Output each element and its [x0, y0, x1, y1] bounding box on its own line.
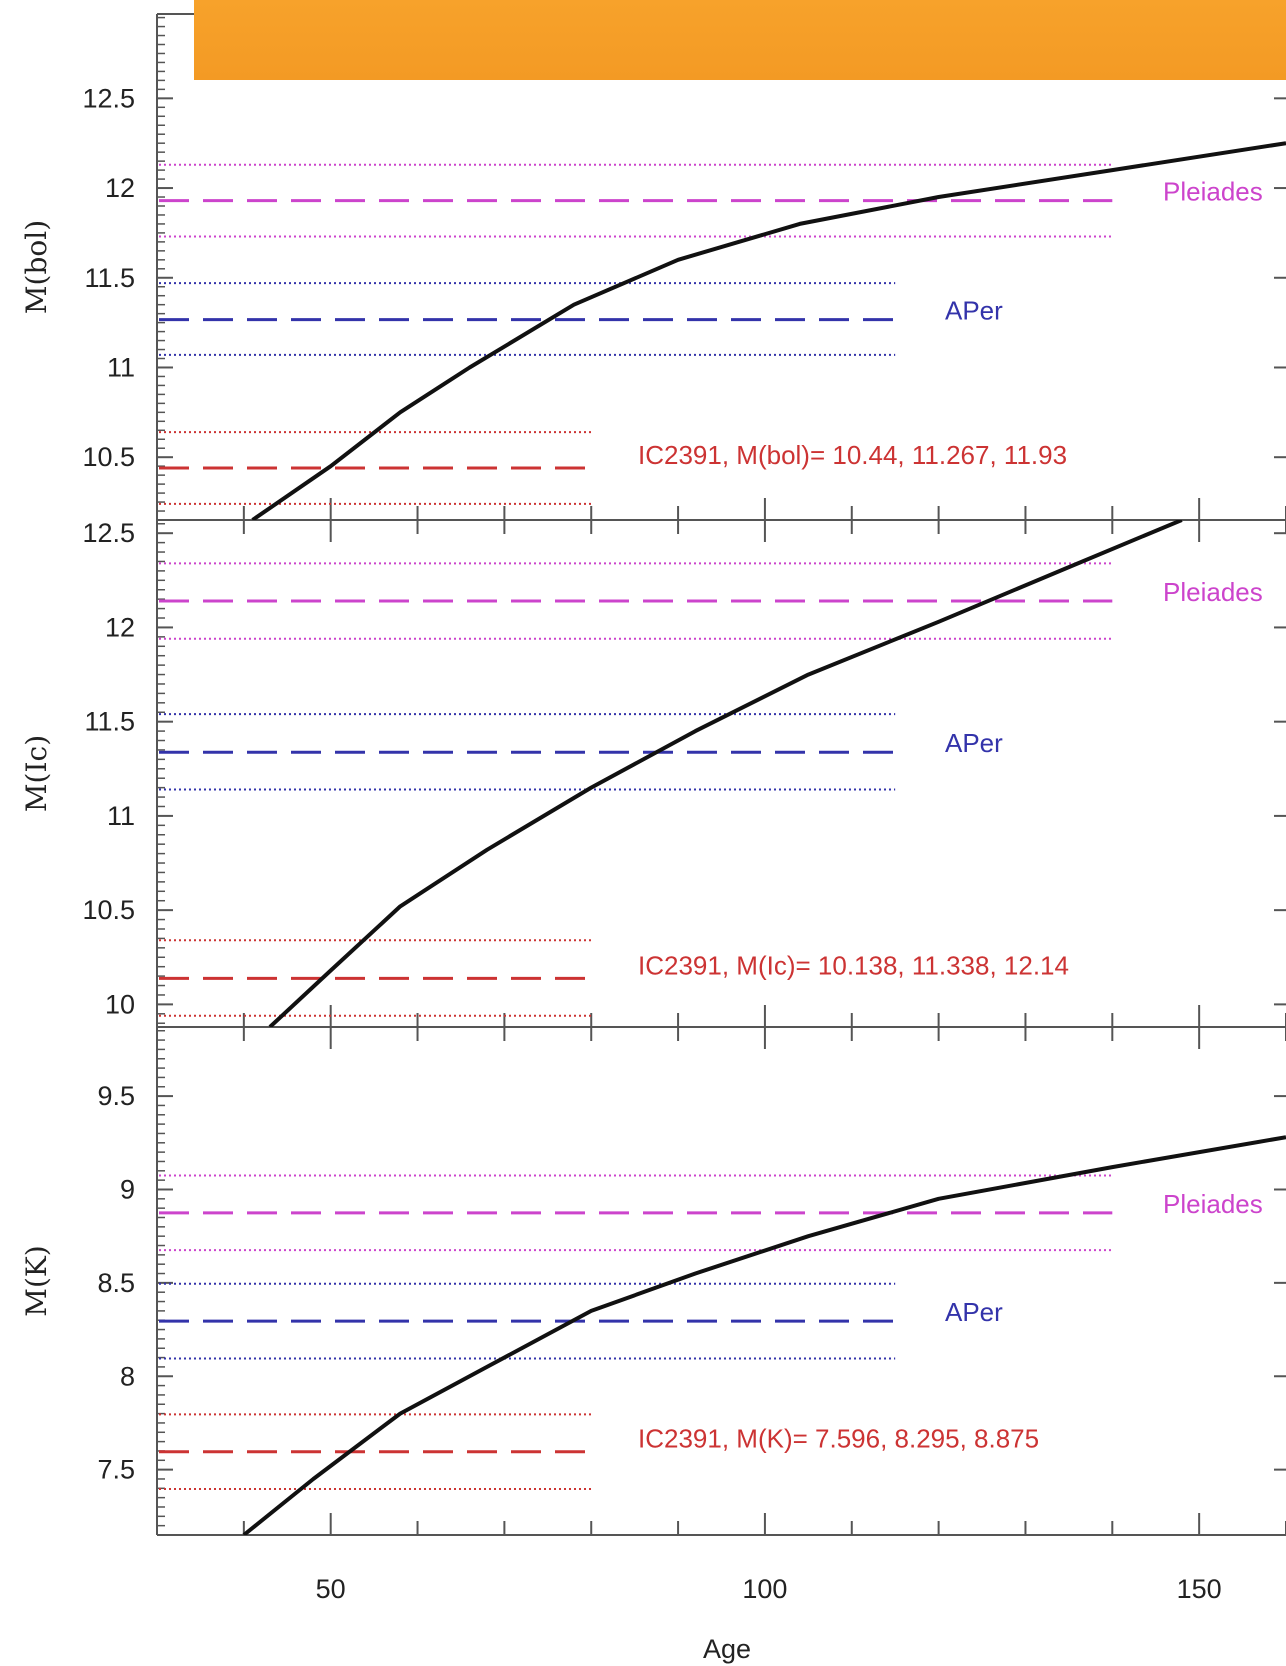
- plot-area: [159, 1135, 1286, 1535]
- y-axis-label: M(bol): [20, 220, 53, 314]
- plot-area: [159, 141, 1286, 520]
- header-banner: [194, 0, 1286, 80]
- x-tick-label: 50: [316, 1574, 346, 1604]
- model-curve: [268, 520, 1183, 1027]
- y-tick-label: 9: [120, 1174, 135, 1204]
- y-tick-label: 12.5: [82, 518, 135, 548]
- y-tick-label: 11: [107, 352, 135, 382]
- y-axis-label: M(K): [20, 1245, 53, 1316]
- annotation-aper: APer: [945, 296, 1003, 326]
- y-tick-label: 12: [105, 612, 135, 642]
- y-axis-label: M(Ic): [20, 735, 53, 812]
- annotation-ic2391: IC2391, M(K)= 7.596, 8.295, 8.875: [638, 1424, 1039, 1454]
- y-tick-label: 11.5: [84, 263, 135, 293]
- annotation-ic2391: IC2391, M(Ic)= 10.138, 11.338, 12.14: [638, 950, 1069, 980]
- panel-3: 7.5 8 8.5 9 9.5 M(K) Pleiades APer IC2391, M(K)=…: [20, 1027, 1286, 1536]
- annotation-aper: APer: [945, 1297, 1003, 1327]
- panel-2: 10 10.5 11 11.5 12 12.5 M(Ic) Pleiades APer IC239…: [20, 518, 1286, 1028]
- y-tick-label: 10.5: [82, 442, 135, 472]
- model-curve: [251, 141, 1286, 520]
- y-tick-label: 10: [105, 989, 135, 1019]
- y-tick-label: 11: [107, 801, 135, 831]
- annotation-ic2391: IC2391, M(bol)= 10.44, 11.267, 11.93: [638, 440, 1067, 470]
- y-tick-label: 10.5: [82, 895, 135, 925]
- x-axis-label: Age: [703, 1634, 751, 1664]
- panel-1: 10.5 11 11.5 12 12.5 M(bol) Pleiades APer IC2391…: [20, 13, 1286, 521]
- y-tick-label: 8: [120, 1361, 135, 1391]
- annotation-pleiades: Pleiades: [1163, 577, 1263, 607]
- annotation-pleiades: Pleiades: [1163, 1189, 1263, 1219]
- x-tick-label: 150: [1177, 1574, 1222, 1604]
- model-curve: [242, 1135, 1286, 1535]
- y-tick-label: 12.5: [82, 83, 135, 113]
- x-tick-label: 100: [742, 1574, 787, 1604]
- y-tick-label: 11.5: [84, 707, 135, 737]
- y-tick-label: 9.5: [97, 1081, 135, 1111]
- annotation-pleiades: Pleiades: [1163, 177, 1263, 207]
- y-tick-label: 12: [105, 173, 135, 203]
- annotation-aper: APer: [945, 728, 1003, 758]
- y-tick-label: 7.5: [97, 1455, 135, 1485]
- plot-area: [159, 520, 1183, 1027]
- y-tick-label: 8.5: [97, 1268, 135, 1298]
